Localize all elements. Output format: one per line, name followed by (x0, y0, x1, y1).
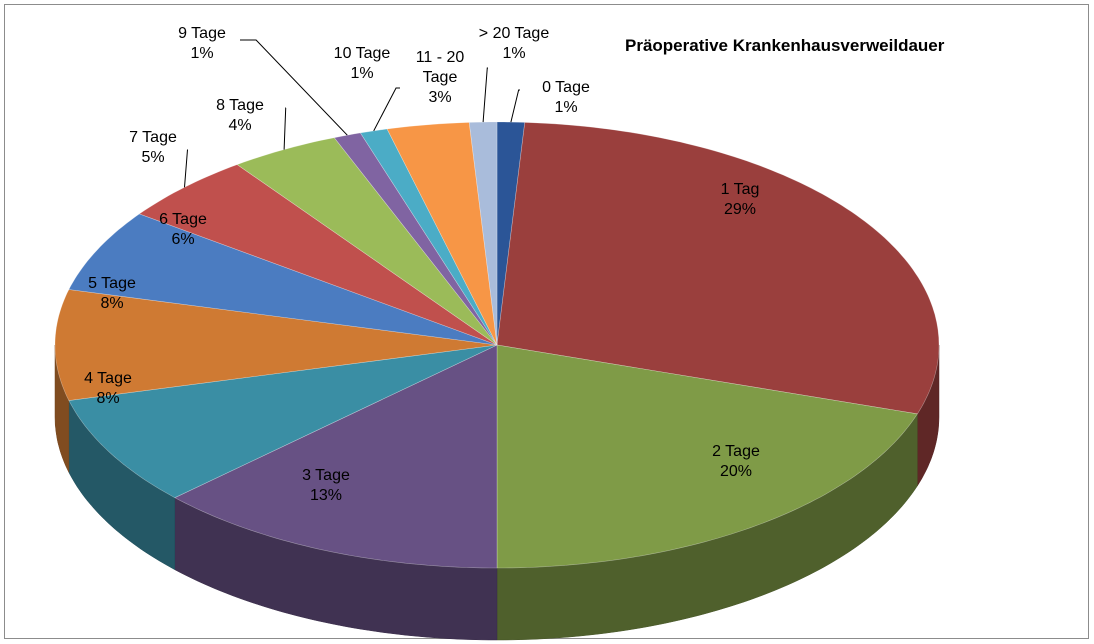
slice-name: 7 Tage (129, 129, 177, 146)
slice-name: 9 Tage (178, 25, 226, 42)
slice (496, 344, 918, 569)
chart-title: Präoperative Krankenhausverweildauer (625, 36, 945, 55)
slice-value: 8% (96, 390, 120, 407)
slice-value: 4% (228, 117, 252, 134)
slice-value: 13% (309, 487, 343, 504)
leader-line (184, 149, 188, 188)
slice-value: 1% (502, 45, 526, 62)
leader-line (482, 67, 488, 123)
slice (386, 122, 498, 346)
slice-label: 1 Tag 29% (721, 180, 760, 220)
slice (68, 344, 498, 499)
slice-value: 3% (428, 89, 452, 106)
slice-name: 0 Tage (542, 79, 590, 96)
slice (54, 289, 498, 401)
slice-label: 3 Tage 13% (302, 466, 350, 506)
slice (496, 122, 940, 415)
slice-name: > 20 Tage (478, 25, 550, 42)
slice-value: 5% (141, 149, 165, 166)
slice-label: 5 Tage 8% (88, 274, 136, 314)
slice-name: 3 Tage (302, 467, 350, 484)
slice (174, 344, 498, 569)
slice-value: 29% (723, 201, 757, 218)
leader-line (510, 89, 520, 123)
slice-label: 7 Tage 5% (129, 128, 177, 168)
slice-value: 1% (554, 99, 578, 116)
leader-line (373, 87, 400, 132)
slice-label: 6 Tage 6% (159, 210, 207, 250)
slice-name: 5 Tage (88, 275, 136, 292)
slice-label: 10 Tage 1% (334, 44, 391, 84)
slice-value: 1% (190, 45, 214, 62)
slice-value: 6% (171, 231, 195, 248)
slice (68, 213, 498, 346)
slice-name: 4 Tage (84, 370, 132, 387)
slice-label: 2 Tage 20% (712, 442, 760, 482)
slice-side (54, 344, 70, 473)
slice (236, 137, 498, 346)
slice-name: 10 Tage (333, 45, 391, 62)
slice-label: 8 Tage 4% (216, 96, 264, 136)
slice-value: 8% (100, 295, 124, 312)
slice-name: 1 Tag (720, 181, 760, 198)
leader-line (283, 107, 287, 150)
slice-label: 9 Tage 1% (178, 24, 226, 64)
slice-name: 11 - 20 Tage (415, 49, 465, 86)
slice-name: 6 Tage (159, 211, 207, 228)
slice-label: 0 Tage 1% (542, 78, 590, 118)
slice-value: 20% (719, 463, 753, 480)
slice-name: 8 Tage (216, 97, 264, 114)
leader-line (240, 39, 348, 136)
slice-name: 2 Tage (712, 443, 760, 460)
slice-label: 11 - 20 Tage 3% (409, 48, 471, 108)
slice-value: 1% (350, 65, 374, 82)
slice-label: 4 Tage 8% (84, 369, 132, 409)
slice-label: > 20 Tage 1% (479, 24, 549, 64)
